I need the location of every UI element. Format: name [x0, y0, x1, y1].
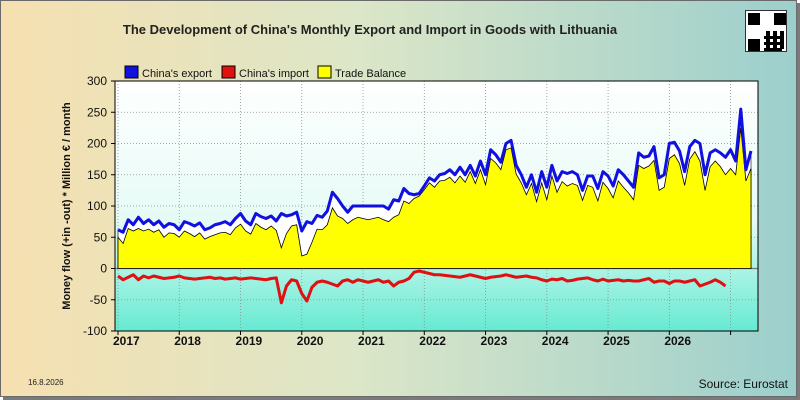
x-tick-label: 2017: [113, 334, 140, 348]
trade-balance-area: [117, 127, 752, 269]
date-stamp: 16.8.2026: [28, 378, 64, 387]
y-axis-label: Money flow (+in -out) * Million € / mont…: [61, 102, 73, 310]
source-label: Source: Eurostat: [698, 377, 788, 391]
x-tick-label: 2019: [236, 334, 263, 348]
x-tick-label: 2022: [419, 334, 446, 348]
x-tick-label: 2024: [542, 334, 569, 348]
legend-label-0: China's export: [142, 68, 212, 80]
x-tick-label: 2025: [603, 334, 630, 348]
y-tick-label: 300: [87, 74, 107, 88]
china-export-line: [117, 107, 753, 234]
x-tick-label: 2026: [664, 334, 691, 348]
x-tick-label: 2023: [481, 334, 508, 348]
y-tick-label: -50: [90, 293, 108, 307]
y-tick-label: 50: [94, 230, 108, 244]
legend-label-2: Trade Balance: [335, 68, 406, 80]
chart-title: The Development of China's Monthly Expor…: [122, 22, 618, 37]
legend-swatch-0: [124, 65, 139, 79]
legend-swatch-2: [317, 65, 332, 79]
x-tick-label: 2021: [358, 334, 385, 348]
panel-shadow-right: [797, 3, 800, 400]
y-tick-label: 200: [87, 137, 107, 151]
y-tick-label: 100: [87, 199, 107, 213]
legend-swatch-1: [221, 65, 236, 79]
legend-label-1: China's import: [239, 68, 309, 80]
panel-shadow-bottom: [3, 397, 800, 400]
y-tick-label: 0: [100, 262, 107, 276]
qr-code-icon[interactable]: [745, 10, 787, 52]
x-tick-label: 2018: [174, 334, 201, 348]
x-tick-label: 2020: [297, 334, 324, 348]
y-tick-label: 150: [87, 168, 107, 182]
y-tick-label: -100: [83, 324, 107, 338]
y-tick-label: 250: [87, 105, 107, 119]
china-import-line: [117, 269, 727, 305]
legend: China's export China's import Trade Balanc…: [124, 65, 406, 80]
